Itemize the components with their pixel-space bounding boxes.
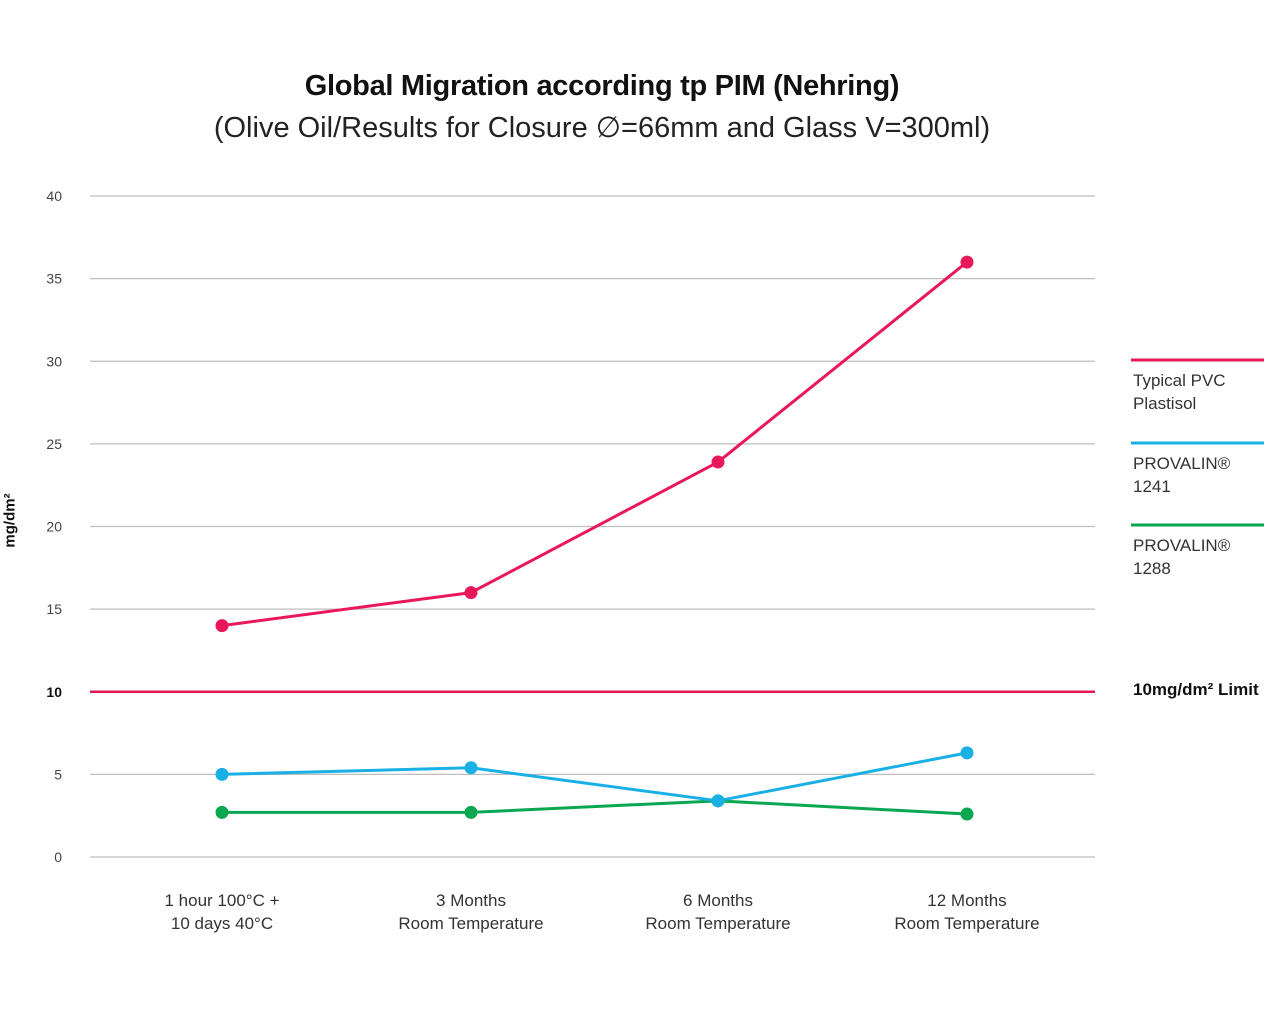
x-tick-label: 3 Months xyxy=(436,891,506,910)
legend-label: Plastisol xyxy=(1133,394,1196,413)
y-tick-labels: 0 5 10 15 20 25 30 35 40 xyxy=(46,188,62,865)
y-tick-label: 25 xyxy=(46,436,62,452)
data-point xyxy=(464,805,478,819)
x-tick-label: 10 days 40°C xyxy=(171,914,273,933)
data-point xyxy=(960,746,974,760)
x-tick-label: Room Temperature xyxy=(645,914,790,933)
data-point xyxy=(215,805,229,819)
y-tick-label: 35 xyxy=(46,271,62,287)
y-tick-label: 20 xyxy=(46,519,62,535)
series-line xyxy=(221,260,968,628)
y-tick-label: 30 xyxy=(46,353,62,369)
y-tick-label: 15 xyxy=(46,601,62,617)
y-tick-label: 10 xyxy=(46,684,62,700)
legend-label: 1288 xyxy=(1133,559,1171,578)
legend: Typical PVC Plastisol PROVALIN® 1241 PROVALI… xyxy=(1131,358,1264,578)
series-line xyxy=(222,799,968,816)
x-tick-label: 6 Months xyxy=(683,891,753,910)
limit-label: 10mg/dm² Limit xyxy=(1133,680,1259,699)
series-group xyxy=(215,255,974,821)
data-point xyxy=(215,767,229,781)
chart-title: Global Migration according tp PIM (Nehri… xyxy=(304,70,900,102)
x-tick-label: Room Temperature xyxy=(894,914,1039,933)
chart-subtitle: (Olive Oil/Results for Closure ∅=66mm an… xyxy=(213,112,991,144)
data-point xyxy=(464,761,478,775)
legend-label: PROVALIN® xyxy=(1133,454,1231,473)
x-tick-label: Room Temperature xyxy=(398,914,543,933)
data-point xyxy=(711,455,725,469)
x-tick-label: 1 hour 100°C + xyxy=(164,891,279,910)
legend-label: 1241 xyxy=(1133,477,1171,496)
limit-line-group: 10mg/dm² Limit xyxy=(90,680,1259,699)
legend-label: PROVALIN® xyxy=(1133,536,1231,555)
y-tick-label: 0 xyxy=(54,849,62,865)
data-point xyxy=(960,255,974,269)
data-point xyxy=(464,586,478,600)
data-point xyxy=(711,794,725,808)
y-tick-label: 40 xyxy=(46,188,62,204)
x-tick-label: 12 Months xyxy=(927,891,1006,910)
x-tick-labels: 1 hour 100°C + 10 days 40°C 3 Months Room T… xyxy=(164,891,1039,933)
y-tick-label: 5 xyxy=(54,766,62,782)
data-point xyxy=(960,807,974,821)
grid-lines xyxy=(90,195,1095,858)
legend-label: Typical PVC xyxy=(1133,371,1226,390)
data-point xyxy=(215,619,229,633)
series-line xyxy=(221,751,968,803)
